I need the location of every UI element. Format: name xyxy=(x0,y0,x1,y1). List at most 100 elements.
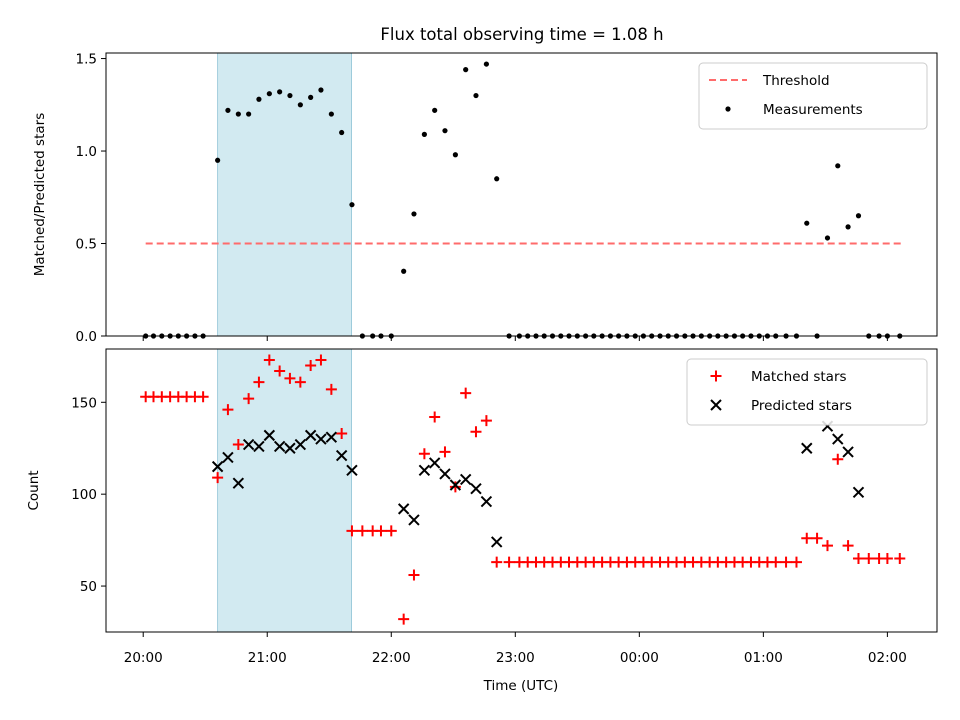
legend-box xyxy=(698,62,928,130)
predicted-stars-point xyxy=(273,440,286,453)
measurement-point xyxy=(473,92,479,99)
x-tick-label: 01:00 xyxy=(744,650,783,666)
x-tick-label: 23:00 xyxy=(496,650,535,666)
predicted-stars-point xyxy=(253,440,265,453)
legend-threshold-label: Threshold xyxy=(762,73,830,89)
matched-stars-point xyxy=(780,556,792,568)
matched-stars-point xyxy=(491,556,503,568)
measurement-point xyxy=(266,91,272,97)
matched-stars-point xyxy=(863,552,875,564)
matched-stars-point xyxy=(315,354,327,366)
predicted-stars-point xyxy=(346,464,358,476)
legend-predicted-swatch xyxy=(710,399,722,411)
predicted-stars-point xyxy=(449,479,462,491)
predicted-stars-point xyxy=(325,431,338,443)
matched-stars-point xyxy=(274,365,286,377)
predicted-stars-point xyxy=(418,464,431,476)
measurement-point xyxy=(452,152,458,158)
x-axis-label: Time (UTC) xyxy=(483,678,559,694)
matched-stars-point xyxy=(439,446,451,458)
predicted-stars-point xyxy=(294,438,307,451)
matched-stars-point xyxy=(832,453,844,465)
shaded-interval xyxy=(217,52,352,337)
predicted-stars-point xyxy=(242,438,255,451)
y-tick-label: 0.0 xyxy=(76,329,97,345)
matched-stars-point xyxy=(460,387,472,399)
matched-stars-point xyxy=(811,532,823,544)
measurement-point xyxy=(442,128,448,134)
matched-stars-point xyxy=(305,360,317,372)
x-tick-label: 00:00 xyxy=(620,650,659,666)
measurement-point xyxy=(339,129,345,136)
predicted-stars-point xyxy=(459,473,472,486)
legend-matched-label: Matched stars xyxy=(751,369,847,385)
matched-stars-point xyxy=(894,552,906,564)
measurement-point xyxy=(287,92,293,99)
predicted-stars-point xyxy=(490,536,503,548)
predicted-stars-point xyxy=(852,486,865,499)
matched-stars-point xyxy=(284,372,296,384)
matched-stars-point xyxy=(418,448,430,460)
matched-stars-point xyxy=(470,426,482,438)
y-tick-label: 100 xyxy=(71,487,97,503)
y-tick-label: 150 xyxy=(71,395,97,411)
measurement-point xyxy=(235,111,241,117)
predicted-stars-point xyxy=(335,449,348,462)
matched-stars-point xyxy=(801,532,813,544)
legend-measurements-label: Measurements xyxy=(763,102,863,118)
matched-stars-point xyxy=(336,428,348,440)
predicted-stars-point xyxy=(428,457,441,469)
x-tick-label: 02:00 xyxy=(868,650,907,666)
plot-frame xyxy=(105,348,938,633)
measurement-point xyxy=(215,157,221,163)
predicted-stars-point xyxy=(315,433,327,445)
matched-stars-point xyxy=(770,556,782,568)
y-tick-label: 1.0 xyxy=(76,144,97,160)
predicted-stars-point xyxy=(480,495,493,508)
y-axis-label: Count xyxy=(26,470,42,510)
matched-stars-point xyxy=(346,525,358,537)
matched-stars-point xyxy=(842,540,854,552)
measurement-point xyxy=(277,89,283,95)
measurement-point xyxy=(432,107,438,113)
y-axis-label: Matched/Predicted stars xyxy=(32,113,48,276)
predicted-stars-point xyxy=(832,433,844,445)
predicted-stars-point xyxy=(801,442,813,454)
matched-stars-point xyxy=(408,569,420,581)
measurement-point xyxy=(411,211,417,217)
x-tick-label: 22:00 xyxy=(372,650,411,666)
predicted-stars-point xyxy=(263,429,276,442)
matched-stars-point xyxy=(429,411,441,423)
predicted-stars-point xyxy=(222,451,234,464)
matched-stars-point xyxy=(852,552,864,564)
measurement-point xyxy=(824,235,831,241)
measurement-point xyxy=(855,213,862,219)
measurement-point xyxy=(835,163,841,169)
matched-stars-point xyxy=(881,552,893,564)
predicted-stars-point xyxy=(232,477,245,489)
top-panel: 0.0 0.5 1.0 1.5 Matched/Predicted stars Thres… xyxy=(32,52,938,345)
predicted-stars-point xyxy=(470,482,482,495)
legend: Threshold Measurements xyxy=(698,62,928,130)
x-tick-label: 21:00 xyxy=(248,650,287,666)
measurement-point xyxy=(804,220,810,226)
measurement-point xyxy=(483,61,489,67)
measurement-point xyxy=(256,96,262,102)
matched-stars-point xyxy=(253,376,265,388)
measurement-point xyxy=(463,67,469,73)
predicted-stars-point xyxy=(397,503,410,515)
matched-stars-point xyxy=(790,556,802,568)
predicted-stars-point xyxy=(842,446,854,458)
measurement-point xyxy=(421,131,427,137)
predicted-stars-point xyxy=(304,429,317,442)
measurement-point xyxy=(401,268,407,274)
matched-stars-point xyxy=(243,393,255,405)
matched-stars-point xyxy=(197,391,209,403)
legend-matched-swatch xyxy=(710,370,722,382)
matched-stars-point xyxy=(294,376,306,388)
measurement-point xyxy=(246,111,252,117)
matched-stars-point xyxy=(222,404,234,416)
predicted-stars-point xyxy=(284,442,296,454)
chart-title: Flux total observing time = 1.08 h xyxy=(380,25,663,44)
